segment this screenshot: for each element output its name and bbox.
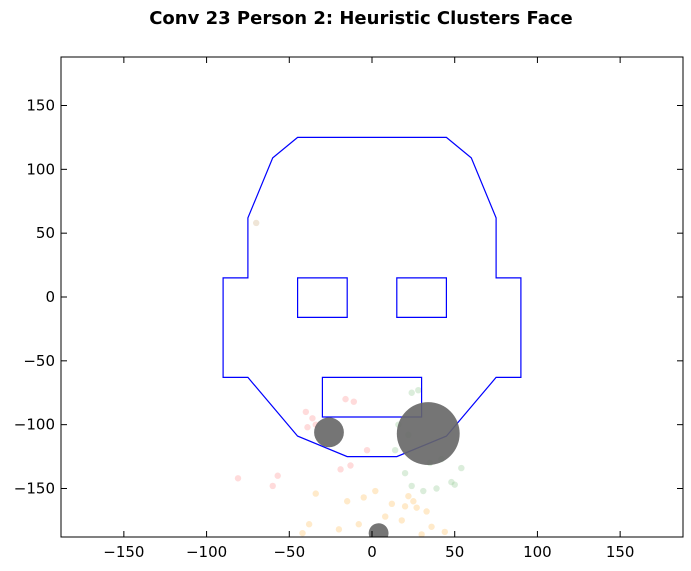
data-point [342, 395, 349, 403]
axis-ticks: −150 −100 −50 0 50 100 150 −150 −100 −50 0 50 100 150 [14, 57, 683, 561]
data-point [312, 490, 319, 497]
data-point [305, 521, 313, 528]
data-point [347, 462, 354, 469]
data-point [423, 508, 430, 515]
data-point [363, 446, 371, 454]
data-point [337, 466, 344, 473]
x-tick-label: 150 [606, 543, 635, 561]
data-point [441, 528, 448, 536]
x-tick-label: −150 [103, 543, 144, 561]
data-point [302, 408, 310, 416]
points-layer [234, 219, 465, 537]
x-tick-label: 100 [523, 543, 552, 561]
x-tick-label: −50 [273, 543, 305, 561]
data-point [408, 389, 415, 396]
data-point [413, 504, 420, 511]
data-point [410, 498, 417, 505]
y-tick-label: −100 [14, 416, 55, 434]
data-point [269, 482, 276, 490]
data-point [304, 424, 311, 431]
data-point [433, 485, 440, 492]
chart-title: Conv 23 Person 2: Heuristic Clusters Fac… [149, 8, 573, 29]
y-tick-label: −150 [14, 479, 55, 497]
y-tick-label: 0 [45, 288, 55, 306]
data-point [350, 398, 358, 405]
y-tick-label: 100 [26, 160, 55, 178]
data-point [458, 464, 465, 472]
data-point [415, 386, 422, 394]
data-point [448, 478, 455, 486]
data-point [299, 529, 306, 537]
data-point [274, 472, 281, 479]
data-point [372, 487, 379, 495]
data-point [418, 531, 425, 537]
data-point [382, 513, 389, 520]
data-point [253, 219, 260, 227]
data-point [335, 526, 343, 533]
cluster-marker [314, 417, 344, 448]
data-point [398, 517, 405, 524]
face-left-eye [297, 277, 348, 318]
data-point [388, 500, 396, 508]
y-tick-label: −50 [23, 352, 55, 370]
x-tick-label: 50 [445, 543, 464, 561]
data-point [428, 523, 435, 530]
face-right-eye [396, 277, 447, 318]
data-point [391, 446, 399, 454]
plot-area [61, 57, 683, 537]
cluster-marker [368, 523, 389, 537]
data-point [451, 481, 458, 488]
data-point [401, 469, 409, 477]
y-tick-label: 150 [26, 97, 55, 115]
face-head-outline [222, 136, 522, 458]
plot-frame [60, 56, 684, 538]
x-tick-label: 0 [367, 543, 377, 561]
y-tick-label: 50 [36, 224, 55, 242]
data-point [405, 492, 412, 500]
cluster-marker [396, 402, 460, 466]
face-outline [222, 136, 522, 458]
data-point [401, 503, 409, 510]
data-point [355, 521, 362, 528]
x-tick-label: −100 [186, 543, 227, 561]
data-point [234, 475, 242, 482]
data-point [343, 498, 351, 505]
data-point [420, 487, 427, 495]
data-point [360, 494, 367, 501]
data-point [309, 415, 316, 422]
cluster-layer [314, 402, 460, 537]
data-point [408, 482, 415, 490]
